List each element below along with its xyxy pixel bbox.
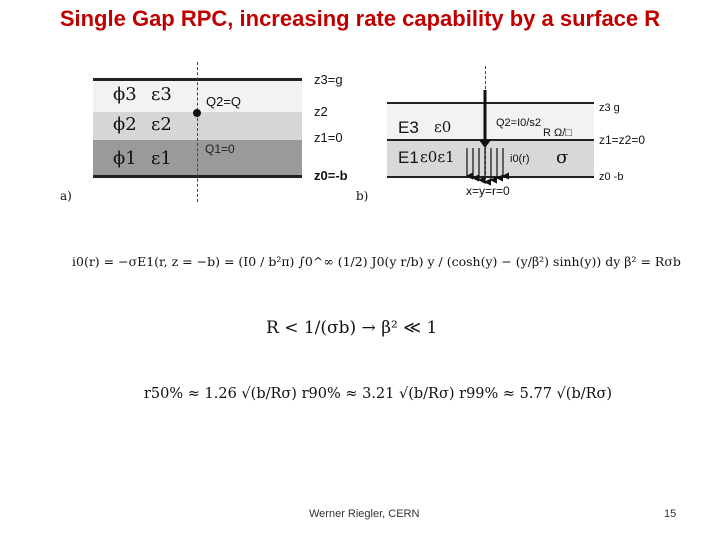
- point-charge: [193, 109, 201, 117]
- center-dashed-line: [197, 62, 198, 202]
- resistivity-label: R Ω/□: [543, 127, 572, 139]
- eps2-label: ε2: [151, 114, 172, 135]
- sigma-label: σ: [556, 147, 569, 168]
- phi2-label: ϕ2: [113, 114, 137, 135]
- eps1-label: ε1: [151, 148, 172, 169]
- eps0-eps1-label: ε0ε1: [420, 148, 455, 166]
- equation-1: i0(r) = −σE1(r, z = −b) = (I0 / b²π) ∫0^…: [72, 254, 681, 269]
- author-footer: Werner Riegler, CERN: [309, 508, 420, 520]
- charge-q2-label: Q2=Q: [206, 94, 242, 109]
- charge-label-b: Q2=I0/s2: [496, 117, 541, 129]
- phi1-label: ϕ1: [113, 148, 137, 169]
- z-bottom-label: z0 -b: [599, 171, 624, 183]
- upper-region: [387, 104, 594, 140]
- origin-label: x=y=r=0: [466, 184, 510, 198]
- current-label: i0(r): [510, 153, 530, 165]
- equation-3: r50% ≈ 1.26 √(b/Rσ) r90% ≈ 3.21 √(b/Rσ) …: [144, 386, 613, 402]
- field-arrows: [465, 90, 509, 186]
- z3-label: z3=g: [314, 72, 343, 87]
- z-top-label: z3 g: [599, 102, 620, 114]
- e1-label: E1: [398, 148, 419, 167]
- e3-label: E3: [398, 118, 419, 137]
- eps0-label: ε0: [434, 118, 452, 136]
- equation-2: R < 1/(σb) → β² ≪ 1: [266, 318, 438, 338]
- boundary-top-b: [387, 102, 594, 104]
- charge-q1-label: Q1=0: [205, 142, 235, 156]
- figure-b-caption: b): [356, 189, 369, 203]
- z2-label: z2: [314, 104, 328, 119]
- z0-label: z0=-b: [314, 168, 348, 183]
- phi3-label: ϕ3: [113, 84, 137, 105]
- z-mid-label: z1=z2=0: [599, 133, 646, 147]
- figure-a-caption: a): [60, 189, 72, 203]
- eps3-label: ε3: [151, 84, 172, 105]
- slide-title: Single Gap RPC, increasing rate capabili…: [59, 6, 661, 31]
- page-number: 15: [664, 508, 677, 520]
- z1-label: z1=0: [314, 130, 343, 145]
